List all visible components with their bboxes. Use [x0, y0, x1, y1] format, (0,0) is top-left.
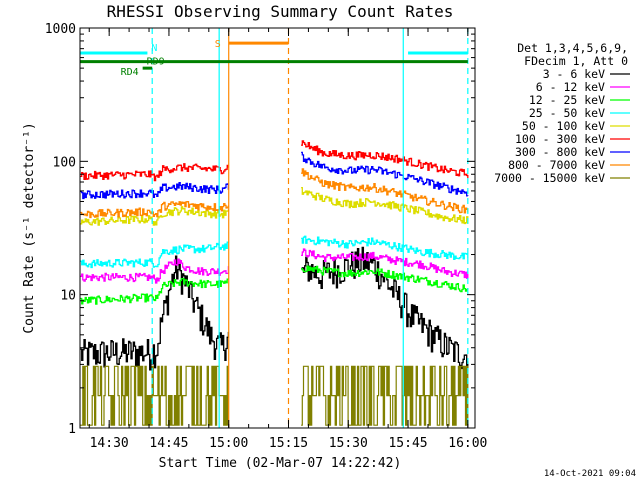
series-line-3-6-kev — [301, 246, 469, 372]
series-50-100-kev — [80, 186, 469, 226]
y-tick-label: 1 — [68, 422, 76, 437]
series-7000-15000-kev — [80, 365, 469, 426]
series-25-50-kev — [80, 235, 469, 269]
series-line-6-12-kev — [301, 248, 469, 279]
x-tick-label: 14:45 — [149, 436, 188, 451]
series-line-100-300-kev — [301, 140, 469, 179]
y-axis-label: Count Rate (s⁻¹ detector⁻¹) — [22, 122, 37, 333]
x-tick-label: 16:00 — [448, 436, 487, 451]
x-tick-label: 15:00 — [209, 436, 248, 451]
x-tick-label: 15:30 — [329, 436, 368, 451]
series-line-12-25-kev — [301, 265, 469, 293]
series-line-12-25-kev — [80, 277, 230, 305]
flag-label-rd9: RD9 — [147, 57, 165, 68]
series-line-100-300-kev — [80, 163, 230, 182]
legend-label-6-12-kev: 6 - 12 keV — [536, 80, 605, 94]
flag-label-rd4: RD4 — [121, 67, 139, 78]
legend-label-300-800-kev: 300 - 800 keV — [515, 145, 605, 159]
legend-label-800-7000-kev: 800 - 7000 keV — [508, 158, 605, 172]
legend-label-3-6-kev: 3 - 6 keV — [543, 67, 605, 81]
series-line-6-12-kev — [80, 258, 230, 284]
series-line-800-7000-kev — [80, 200, 230, 219]
flag-label-n: N — [151, 43, 157, 54]
plot-area: N RD9 RD4 S — [80, 28, 469, 428]
series-line-300-800-kev — [80, 182, 230, 200]
series-line-25-50-kev — [80, 241, 229, 269]
x-tick-label: 15:15 — [269, 436, 308, 451]
series-300-800-kev — [80, 151, 469, 200]
axes: 14:30 14:45 15:00 15:15 15:30 15:45 16:00 1 10 10… — [45, 22, 488, 451]
legend-label-50-100-kev: 50 - 100 keV — [522, 119, 605, 133]
legend-label-25-50-kev: 25 - 50 keV — [529, 106, 605, 120]
series-line-50-100-kev — [80, 206, 230, 226]
flag-label-s: S — [215, 39, 221, 50]
series-line-7000-15000-kev — [301, 365, 469, 426]
legend-label-7000-15000-kev: 7000 - 15000 keV — [494, 171, 605, 185]
x-tick-label: 14:30 — [90, 436, 129, 451]
series-800-7000-kev — [80, 168, 469, 219]
series-12-25-kev — [80, 265, 469, 305]
series-line-800-7000-kev — [301, 168, 469, 214]
series-line-7000-15000-kev — [80, 365, 229, 426]
chart-title: RHESSI Observing Summary Count Rates — [107, 2, 454, 21]
y-tick-label: 10 — [60, 289, 76, 304]
legend-header: Det 1,3,4,5,6,9, — [517, 41, 628, 55]
x-axis-label: Start Time (02-Mar-07 14:22:42) — [159, 456, 402, 471]
legend-label-100-300-kev: 100 - 300 keV — [515, 132, 605, 146]
timestamp: 14-Oct-2021 09:04 — [544, 469, 636, 479]
series-line-25-50-kev — [301, 235, 469, 260]
y-tick-label: 100 — [53, 155, 76, 170]
x-tick-label: 15:45 — [388, 436, 427, 451]
legend-header: FDecim 1, Att 0 — [524, 54, 628, 68]
series-line-300-800-kev — [301, 151, 469, 197]
series-line-50-100-kev — [301, 186, 469, 225]
plot-frame — [79, 27, 476, 429]
series-100-300-kev — [80, 140, 469, 182]
y-tick-label: 1000 — [45, 22, 76, 37]
legend: Det 1,3,4,5,6,9,FDecim 1, Att 03 - 6 keV… — [494, 41, 630, 185]
series-6-12-kev — [80, 248, 469, 284]
legend-label-12-25-kev: 12 - 25 keV — [529, 93, 605, 107]
series-line-3-6-kev — [80, 255, 230, 371]
